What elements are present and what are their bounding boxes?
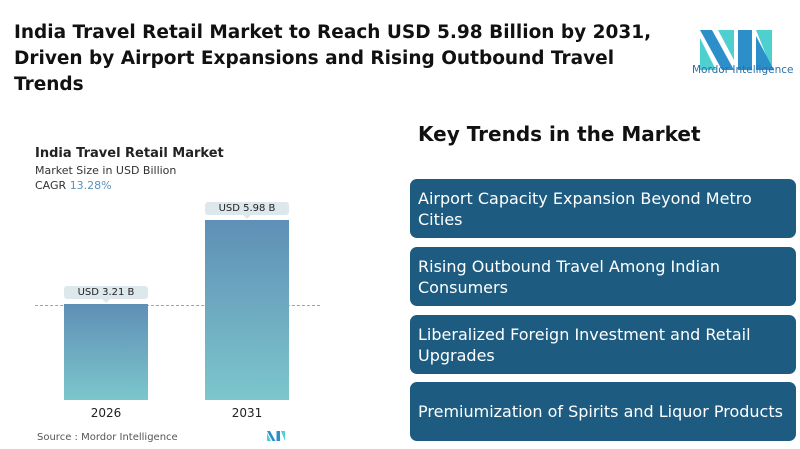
x-tick-label: 2026 (90, 406, 122, 420)
reference-line (35, 305, 320, 306)
trend-item: Liberalized Foreign Investment and Retai… (410, 315, 796, 374)
cagr-value: 13.28% (69, 179, 112, 192)
chart-subtitle: Market Size in USD Billion (35, 164, 177, 177)
mordor-small-logo-icon (267, 431, 285, 441)
data-label: USD 5.98 B (205, 202, 289, 220)
x-tick-label: 2031 (231, 406, 263, 420)
logo-text: Mordor Intelligence (692, 64, 794, 76)
cagr: CAGR 13.28% (35, 179, 112, 192)
mordor-logo-icon (700, 30, 774, 70)
trend-item: Premiumization of Spirits and Liquor Pro… (410, 382, 796, 441)
key-trends-heading: Key Trends in the Market (418, 122, 701, 146)
page-title: India Travel Retail Market to Reach USD … (14, 22, 652, 95)
data-label: USD 3.21 B (64, 285, 148, 303)
bar-2031 (205, 220, 289, 400)
trend-item: Airport Capacity Expansion Beyond Metro … (410, 179, 796, 238)
bar-2026 (64, 303, 148, 400)
cagr-label: CAGR (35, 179, 67, 192)
chart-title: India Travel Retail Market (35, 146, 224, 161)
source: Source : Mordor Intelligence (37, 432, 178, 443)
trend-item: Rising Outbound Travel Among Indian Cons… (410, 247, 796, 306)
